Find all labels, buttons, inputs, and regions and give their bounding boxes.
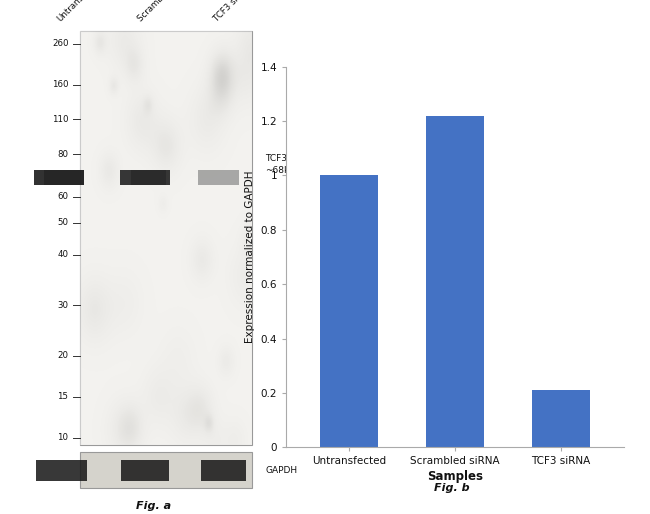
Text: 50: 50 (57, 218, 68, 227)
Text: Fig. a: Fig. a (136, 502, 172, 511)
Text: 20: 20 (57, 351, 68, 360)
Text: 15: 15 (57, 392, 68, 401)
Text: 40: 40 (57, 250, 68, 260)
Text: 80: 80 (57, 150, 68, 159)
Text: TCF3 siRNA: TCF3 siRNA (212, 0, 253, 23)
Text: 260: 260 (52, 39, 68, 48)
Bar (532, 390, 590, 447)
Bar (36, 460, 86, 481)
Text: 160: 160 (52, 80, 68, 89)
Bar (80, 31, 252, 445)
Bar (201, 460, 246, 481)
Text: GAPDH: GAPDH (266, 466, 298, 475)
Text: Untransfected: Untransfected (55, 0, 105, 23)
Text: TCF3
~68kDa: TCF3 ~68kDa (266, 154, 302, 175)
Bar (198, 170, 239, 185)
X-axis label: Samples: Samples (427, 470, 483, 483)
Bar (120, 170, 170, 185)
Text: Scrambled siRNA: Scrambled siRNA (136, 0, 195, 23)
Bar (34, 170, 84, 185)
Text: 30: 30 (57, 301, 68, 310)
Bar (44, 170, 84, 185)
Bar (320, 175, 378, 447)
Text: 110: 110 (52, 115, 68, 124)
Bar (122, 460, 169, 481)
Bar (426, 116, 484, 447)
Text: 10: 10 (57, 433, 68, 443)
Text: 60: 60 (57, 192, 68, 201)
Y-axis label: Expression normalized to GAPDH: Expression normalized to GAPDH (245, 171, 255, 343)
Bar (131, 170, 166, 185)
Text: Fig. b: Fig. b (434, 484, 469, 493)
Bar (80, 452, 252, 488)
